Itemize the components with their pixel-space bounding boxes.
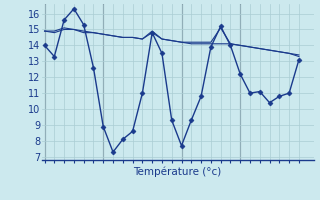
X-axis label: Température (°c): Température (°c) xyxy=(133,167,222,177)
